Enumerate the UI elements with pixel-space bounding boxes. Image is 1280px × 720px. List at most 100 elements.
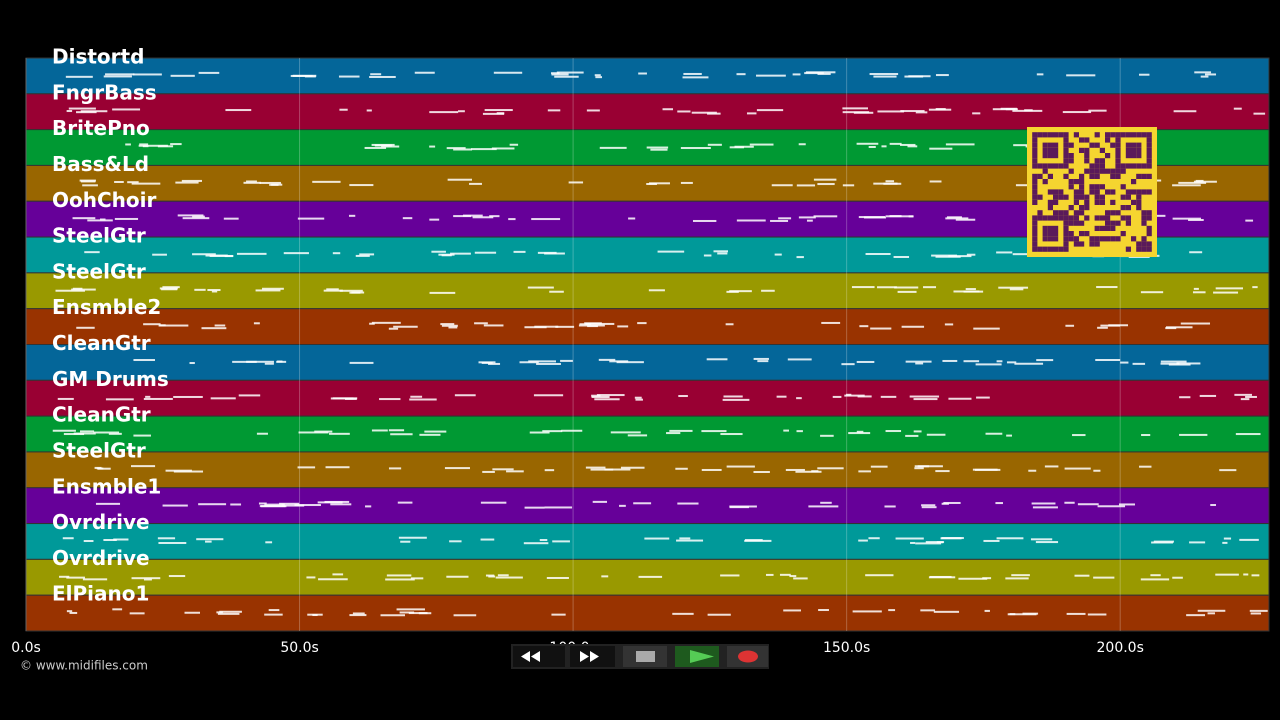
qr-cell: [1073, 189, 1079, 195]
qr-cell: [1042, 225, 1048, 231]
qr-cell: [1053, 163, 1059, 169]
qr-cell: [1032, 236, 1038, 242]
forward-button[interactable]: [570, 646, 615, 667]
note: [778, 217, 792, 220]
note: [393, 325, 418, 328]
note: [1199, 394, 1217, 397]
qr-cell: [1073, 199, 1079, 205]
note: [1066, 74, 1096, 77]
note: [1200, 75, 1209, 78]
note: [1234, 393, 1252, 396]
note: [844, 394, 865, 397]
note: [984, 609, 990, 612]
note: [983, 539, 1000, 542]
note: [184, 611, 201, 614]
qr-cell: [1125, 153, 1131, 159]
note: [736, 219, 766, 222]
note: [905, 434, 919, 437]
note: [131, 182, 161, 185]
note: [339, 108, 348, 111]
qr-cell: [1099, 236, 1105, 242]
note: [637, 322, 647, 325]
note: [259, 505, 286, 508]
rewind-button[interactable]: [513, 646, 565, 667]
note: [551, 72, 560, 75]
qr-cell: [1105, 189, 1111, 195]
note: [1095, 359, 1121, 362]
note: [774, 253, 782, 256]
note: [943, 501, 961, 504]
note: [294, 504, 321, 507]
qr-cell: [1094, 142, 1100, 148]
note: [388, 467, 402, 470]
play-button[interactable]: [675, 646, 719, 667]
note: [258, 502, 267, 505]
note: [450, 252, 471, 255]
note: [390, 433, 413, 436]
note: [846, 393, 852, 396]
copyright: © www.midifiles.com: [20, 659, 148, 673]
record-button[interactable]: [727, 646, 768, 667]
note: [585, 466, 606, 469]
note: [472, 216, 494, 219]
note: [793, 577, 808, 580]
note: [554, 75, 579, 78]
qr-cell: [1047, 199, 1053, 205]
note: [458, 110, 465, 113]
note: [159, 287, 178, 290]
qr-cell: [1110, 236, 1116, 242]
stop-button[interactable]: [623, 646, 667, 667]
qr-cell: [1084, 231, 1090, 237]
track-band: [25, 451, 1270, 489]
note: [817, 183, 835, 186]
qr-cell: [1037, 194, 1043, 200]
note: [796, 256, 804, 259]
note: [485, 574, 495, 577]
note: [1219, 469, 1237, 472]
note: [646, 146, 669, 149]
note: [1166, 326, 1193, 329]
qr-cell: [1058, 246, 1064, 252]
qr-cell: [1032, 137, 1038, 143]
note: [318, 578, 348, 581]
qr-cell: [1047, 189, 1053, 195]
note: [591, 396, 610, 399]
note: [926, 433, 946, 436]
qr-cell: [1125, 246, 1131, 252]
note: [863, 216, 887, 219]
note: [131, 465, 156, 468]
qr-cell: [1053, 132, 1059, 138]
qr-cell: [1032, 147, 1038, 153]
note: [478, 361, 496, 364]
qr-cell: [1125, 147, 1131, 153]
qr-cell: [1073, 179, 1079, 185]
qr-cell: [1115, 158, 1121, 164]
track-label: Ovrdrive: [52, 510, 150, 534]
note: [783, 429, 789, 432]
qr-cell: [1099, 163, 1105, 169]
note: [68, 107, 96, 110]
note: [729, 146, 745, 149]
qr-cell: [1120, 132, 1126, 138]
note: [590, 468, 614, 471]
note: [1009, 613, 1016, 616]
note: [344, 397, 357, 400]
note: [352, 612, 365, 615]
qr-cell: [1115, 168, 1121, 174]
note: [1245, 219, 1254, 222]
note: [105, 398, 134, 401]
note: [441, 324, 458, 327]
note: [818, 609, 829, 612]
note: [388, 327, 399, 330]
note: [857, 395, 872, 398]
note: [1253, 112, 1266, 115]
qr-cell: [1110, 225, 1116, 231]
note: [1062, 111, 1092, 114]
qr-cell: [1079, 220, 1085, 226]
note: [63, 433, 85, 436]
qr-cell: [1105, 153, 1111, 159]
qr-cell: [1136, 189, 1142, 195]
track-label: CleanGtr: [52, 403, 151, 427]
note: [71, 288, 96, 291]
note: [638, 575, 663, 578]
